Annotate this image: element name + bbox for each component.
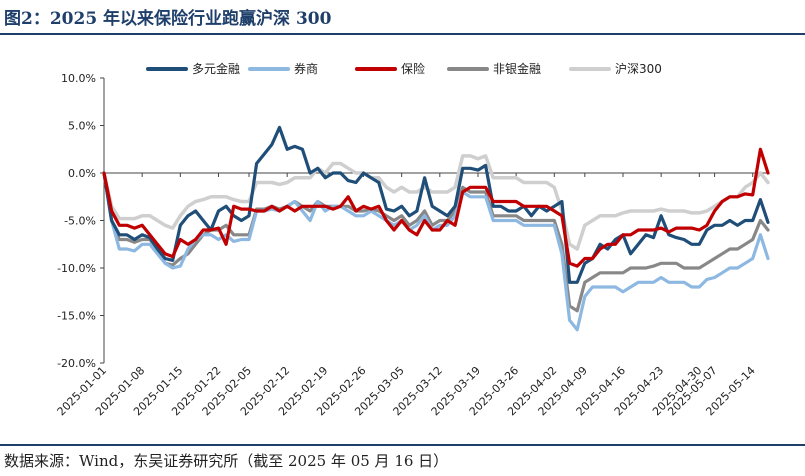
source-note: 数据来源：Wind，东吴证券研究所（截至 2025 年 05 月 16 日）: [4, 452, 449, 470]
series-line-1: [102, 171, 770, 332]
y-tick-label: 5.0%: [68, 120, 96, 133]
y-tick-label: -5.0%: [64, 215, 96, 228]
y-tick-label: 10.0%: [61, 72, 96, 85]
legend-label-4: 沪深300: [615, 62, 662, 76]
line-chart: 多元金融 券商 保险 非银金融 沪深300 10.0% 5.0% 0.0% -5.0% -10.…: [55, 61, 770, 418]
legend: 多元金融 券商 保险 非银金融 沪深300: [146, 61, 662, 76]
series-line-4: [102, 154, 770, 251]
y-tick-label: -10.0%: [57, 262, 96, 275]
axes: 10.0%5.0%0.0%-5.0%-10.0%-15.0%-20.0%2025…: [55, 72, 768, 418]
top-rule: [0, 33, 805, 35]
y-tick-label: -20.0%: [57, 357, 96, 370]
legend-label-0: 多元金融: [192, 61, 240, 76]
series-lines: [102, 125, 770, 332]
chart-title: 图2：2025 年以来保险行业跑赢沪深 300: [4, 9, 332, 29]
series-line-0: [102, 125, 770, 284]
legend-label-2: 保险: [401, 61, 425, 76]
legend-label-1: 券商: [294, 61, 318, 76]
series-line-2: [102, 147, 770, 268]
legend-label-3: 非银金融: [493, 61, 541, 76]
bottom-rule: [0, 444, 805, 446]
y-tick-label: -15.0%: [57, 310, 96, 323]
y-tick-label: 0.0%: [68, 167, 96, 180]
